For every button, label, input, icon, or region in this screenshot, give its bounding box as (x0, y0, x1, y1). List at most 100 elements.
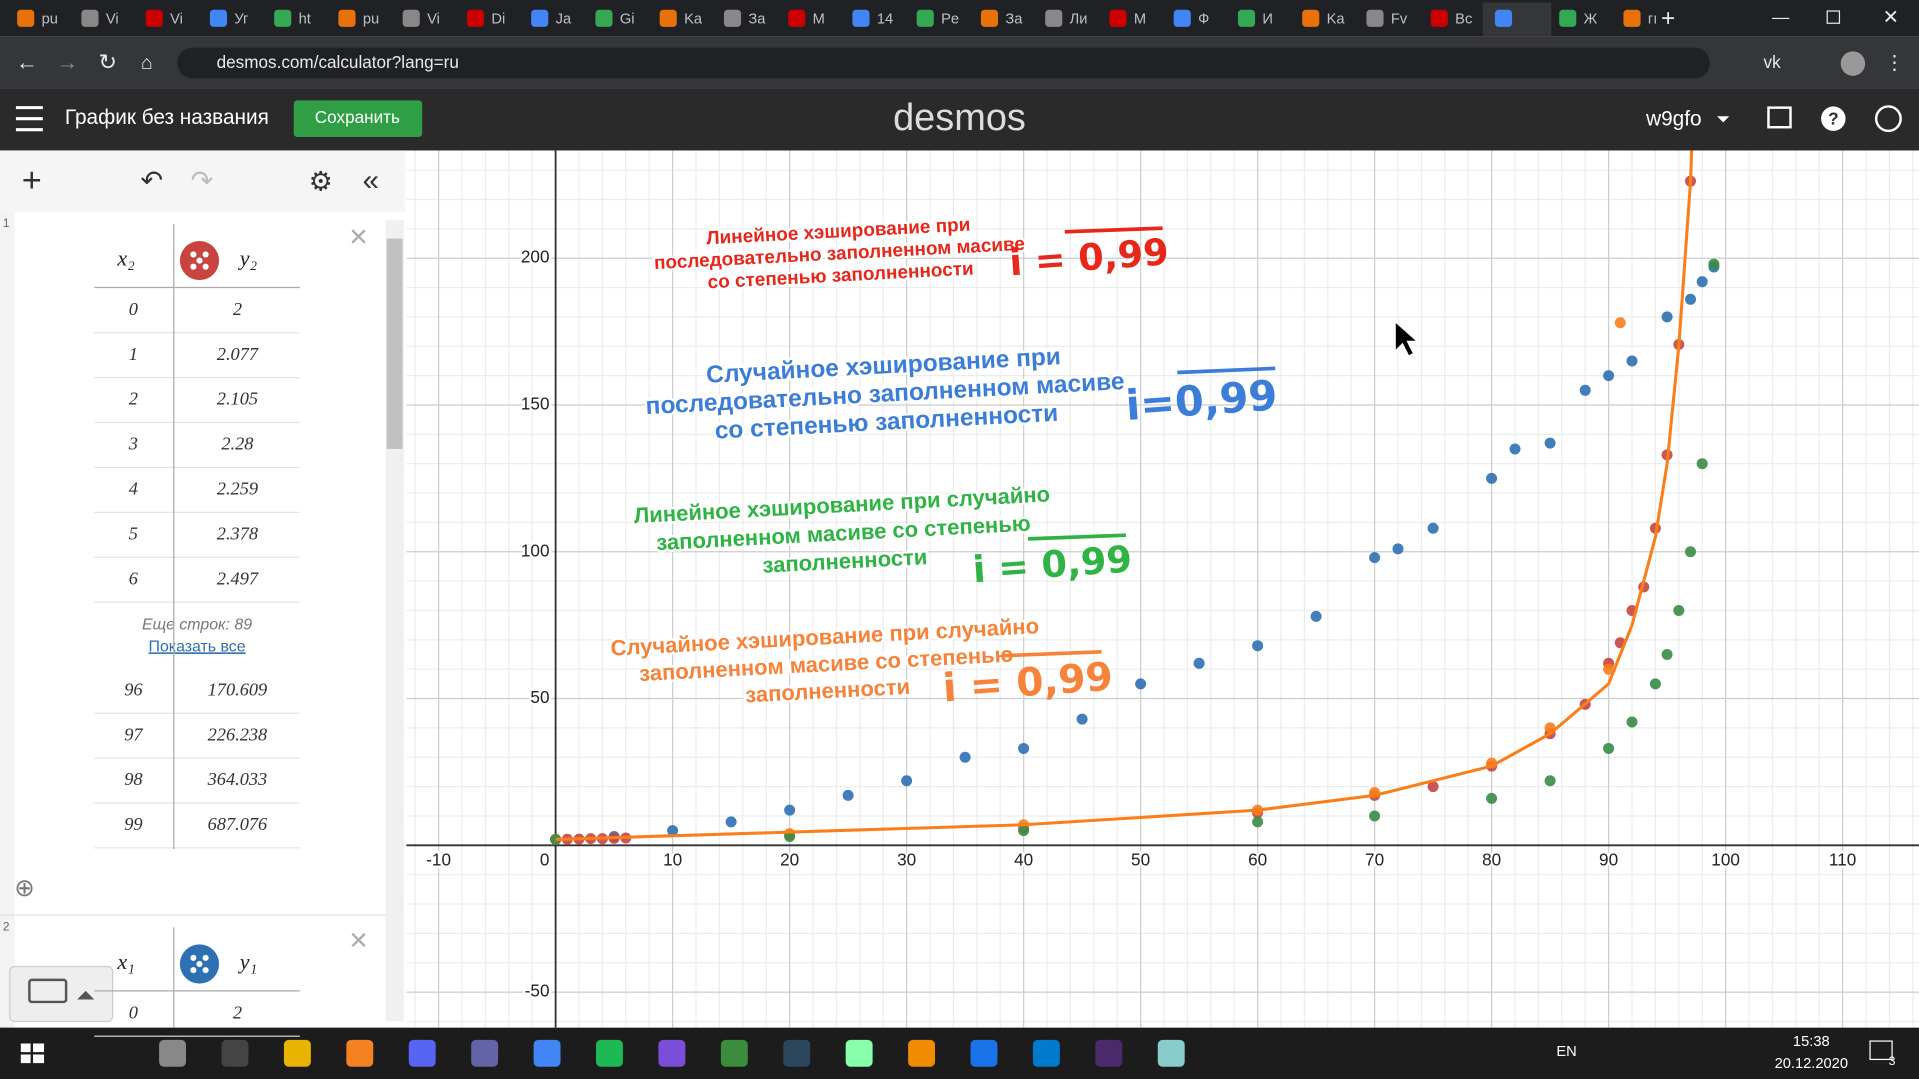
graph-title[interactable]: График без названия (65, 106, 269, 129)
lang[interactable]: EN (1556, 1044, 1576, 1060)
menu[interactable]: ⋮ (1885, 52, 1905, 74)
icon-dot (190, 967, 197, 974)
ext-vk[interactable]: vk (1764, 52, 1782, 72)
tab-title: Di (491, 11, 505, 27)
tab-icon (17, 9, 35, 27)
close[interactable]: ✕ (1883, 7, 1899, 29)
hamburger[interactable] (15, 106, 43, 132)
taskbar-app[interactable] (845, 1039, 873, 1067)
user[interactable]: w9gfo (1645, 107, 1702, 130)
icon-dot (190, 263, 197, 270)
taskbar-app[interactable] (221, 1039, 249, 1067)
address: desmos.com/calculator?lang=ru (217, 52, 459, 72)
point (1193, 657, 1205, 669)
point (1252, 816, 1264, 828)
x-tick-label: -10 (426, 850, 451, 870)
taskbar-app[interactable] (720, 1039, 748, 1067)
point (725, 816, 737, 828)
point (1392, 543, 1404, 555)
point (1661, 311, 1673, 323)
language[interactable] (1874, 105, 1902, 133)
x-tick-label: 70 (1365, 850, 1384, 870)
overline (1003, 649, 1102, 658)
save-button[interactable] (293, 100, 423, 138)
taskbar-app[interactable] (471, 1039, 499, 1067)
date[interactable]: 20.12.2020 (1775, 1056, 1848, 1072)
taskbar-app[interactable] (783, 1039, 811, 1067)
point (1018, 742, 1030, 754)
keyboard-button[interactable] (9, 965, 114, 1023)
collapse[interactable]: « (363, 164, 379, 197)
cell: 2.378 (217, 523, 258, 543)
start[interactable] (20, 1043, 45, 1064)
omnibox[interactable] (177, 47, 1710, 79)
tab-strip (0, 0, 1919, 37)
icon-dot (196, 960, 203, 968)
minimize[interactable]: — (1772, 7, 1790, 27)
taskbar-app[interactable] (970, 1039, 998, 1067)
notifications[interactable] (1869, 1040, 1893, 1061)
reload[interactable]: ↻ (98, 49, 116, 74)
taskbar-app[interactable] (408, 1039, 436, 1067)
taskbar-app[interactable] (346, 1039, 374, 1067)
settings[interactable]: ⚙ (309, 167, 333, 197)
overline (1027, 533, 1127, 541)
icon-dot (202, 263, 209, 270)
cell: 3 (128, 434, 138, 454)
tab-title: Gi (620, 11, 635, 27)
tab-title: Fv (1391, 11, 1408, 27)
cell: 98 (124, 769, 142, 789)
scroll-thumb[interactable] (386, 238, 403, 449)
time[interactable]: 15:38 (1793, 1034, 1830, 1050)
point (667, 825, 679, 837)
taskbar-app[interactable] (1157, 1039, 1185, 1067)
taskbar-app[interactable] (283, 1039, 311, 1067)
taskbar-app[interactable] (159, 1039, 187, 1067)
taskbar-app[interactable] (908, 1039, 936, 1067)
point (1076, 713, 1088, 725)
cell: 2.259 (217, 479, 258, 499)
point (1369, 810, 1381, 822)
home[interactable]: ⌂ (141, 52, 153, 74)
add[interactable]: + (22, 161, 42, 199)
tab-title: Вс (1455, 11, 1472, 27)
point (1369, 552, 1381, 564)
tab-icon (1173, 9, 1191, 27)
redo[interactable]: ↷ (191, 165, 214, 195)
user-caret (1717, 116, 1730, 123)
tab-icon (595, 9, 613, 27)
share[interactable] (1767, 106, 1792, 129)
tab-icon (1430, 9, 1448, 27)
icon-dot (202, 251, 209, 258)
taskbar-app[interactable] (533, 1039, 561, 1067)
help[interactable] (1821, 106, 1846, 131)
tab-icon (1494, 9, 1513, 27)
point (901, 775, 913, 787)
forward[interactable]: → (56, 49, 78, 74)
taskbar-app[interactable] (658, 1039, 686, 1067)
back[interactable]: ← (16, 49, 38, 74)
profile[interactable] (1840, 51, 1866, 76)
tab-icon (659, 9, 677, 27)
point (1614, 317, 1626, 329)
icon-dot (202, 954, 209, 961)
tab-icon (466, 9, 485, 27)
tab-icon (274, 9, 292, 27)
point (959, 751, 971, 763)
graph-paper[interactable]: -10 0 10 20 30 40 50 60 70 80 90 100 110 -50 50 100 150 2… (406, 0, 1919, 1028)
new-tab: + (1661, 5, 1675, 32)
taskbar-app[interactable] (596, 1039, 623, 1067)
tab-icon (402, 9, 420, 27)
tab-title: Pe (941, 11, 959, 27)
gutter (0, 211, 15, 916)
taskbar-app[interactable] (1032, 1039, 1060, 1067)
tab-title: ht (299, 11, 311, 27)
undo[interactable]: ↶ (140, 165, 163, 195)
maximize[interactable] (1826, 10, 1841, 24)
taskbar-app[interactable] (1095, 1039, 1123, 1067)
tab-icon (1109, 9, 1127, 27)
show-all[interactable]: Показать все (149, 638, 246, 655)
panel-toolbar (0, 150, 406, 212)
annotation-mark: i=0,99 (1124, 370, 1279, 429)
zoom-fit[interactable]: ⊕ (14, 875, 35, 902)
